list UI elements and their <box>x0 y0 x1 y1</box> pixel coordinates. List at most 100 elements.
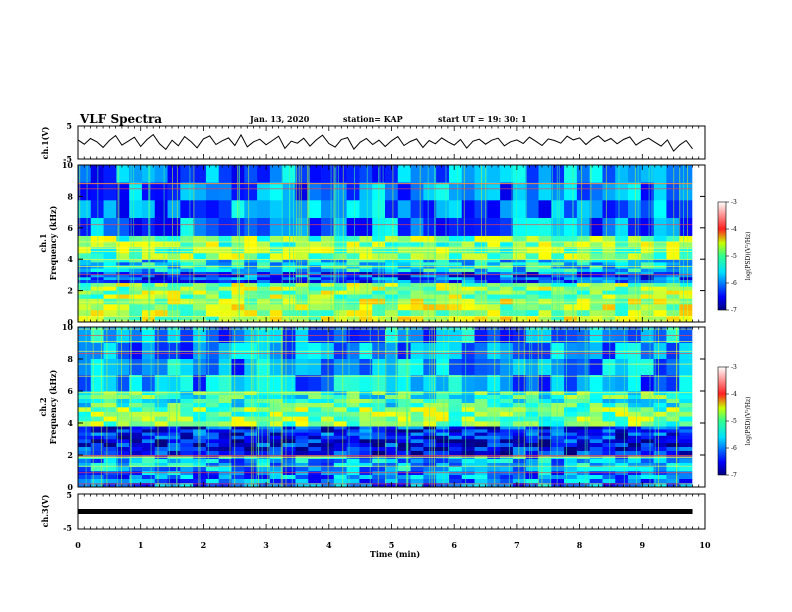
spectrogram-cell <box>385 262 399 266</box>
spectrogram-cell <box>461 416 475 422</box>
spectrogram-cell <box>308 286 322 291</box>
spectrogram-cell <box>269 451 283 456</box>
spectrogram-cell <box>167 429 181 433</box>
spectrogram-cell <box>461 253 475 260</box>
spectrogram-cell <box>397 200 411 219</box>
spectrogram-cell <box>500 217 514 236</box>
spectrogram-cell <box>410 310 424 317</box>
spectrogram-cell <box>653 182 667 201</box>
spectrogram-cell <box>512 268 527 273</box>
spectrogram-cell <box>167 439 181 444</box>
spectrogram-cell <box>359 280 373 284</box>
spectrogram-cell <box>167 471 181 476</box>
spectrogram-cell <box>551 375 565 392</box>
spectrogram-cell <box>436 235 450 242</box>
spectrogram-cell <box>269 467 283 472</box>
spectrogram-cell <box>231 403 245 408</box>
spectrogram-cell <box>461 182 475 201</box>
spectrogram-cell <box>487 235 501 242</box>
spectrogram-cell <box>576 294 590 299</box>
spectrogram-cell <box>321 286 335 291</box>
spectrogram-cell <box>397 290 411 295</box>
spectrogram-cell <box>474 463 488 468</box>
spectrogram-cell <box>257 399 271 404</box>
spectrogram-cell <box>538 268 552 273</box>
spectrogram-cell <box>244 310 258 317</box>
spectrogram-cell <box>308 277 322 281</box>
spectrogram-cell <box>474 391 488 396</box>
spectrogram-cell <box>666 359 680 376</box>
spectrogram-cell <box>205 316 220 323</box>
spectrogram-cell <box>333 282 347 287</box>
spectrogram-cell <box>397 467 411 472</box>
spectrogram-cell <box>103 280 117 284</box>
spectrogram-cell <box>333 421 347 427</box>
spectrogram-cell <box>666 471 680 476</box>
spectrogram-cell <box>103 411 117 417</box>
spectrogram-cell <box>218 262 232 266</box>
spectrogram-cell <box>90 475 104 480</box>
spectrogram-cell <box>295 443 309 448</box>
spectrogram-cell <box>154 432 168 437</box>
spectrogram-cell <box>154 411 168 417</box>
spectrogram-cell <box>129 280 143 284</box>
ch2-spectrogram-image <box>78 327 693 488</box>
spectrogram-cell <box>141 395 156 400</box>
spectrogram-cell <box>564 290 578 295</box>
spectrogram-cell <box>589 290 603 295</box>
spectrogram-cell <box>244 265 258 269</box>
spectrogram-cell <box>333 359 347 376</box>
spectrogram-cell <box>359 439 373 444</box>
spectrogram-cell <box>397 280 411 284</box>
spectrogram-cell <box>269 298 283 305</box>
spectrogram-cell <box>461 429 475 433</box>
spectrogram-cell <box>487 304 501 311</box>
sferic-streak <box>199 327 201 487</box>
spectrogram-cell <box>78 282 92 287</box>
spectrogram-cell <box>346 407 360 413</box>
spectrogram-cell <box>589 265 603 269</box>
spectrogram-cell <box>167 432 181 437</box>
spectrogram-cell <box>333 459 347 464</box>
spectrogram-cell <box>116 277 130 281</box>
spectrogram-cell <box>653 277 667 281</box>
ch1-spectrogram-ylabel-frequency: Frequency (kHz) <box>48 205 58 280</box>
spectrogram-cell <box>436 268 450 273</box>
spectrogram-cell <box>295 411 309 417</box>
spectrogram-cell <box>231 416 245 422</box>
spectrogram-cell <box>205 432 220 437</box>
spectrogram-cell <box>423 277 437 281</box>
spectrogram-cell <box>333 235 347 242</box>
spectrogram-cell <box>448 399 463 404</box>
spectrogram-cell <box>512 429 527 433</box>
spectrogram-cell <box>436 439 450 444</box>
ch2-colorbar: -7-6-5-4-3 log(PSD)(V²/Hz) <box>717 364 752 479</box>
spectrogram-cell <box>78 217 92 236</box>
spectrogram-cell <box>116 411 130 417</box>
spectrogram-cell <box>653 391 667 396</box>
spectrogram-cell <box>538 182 552 201</box>
ch2-colorbar-ticks: -7-6-5-4-3 <box>726 364 737 479</box>
spectrogram-cell <box>193 316 207 323</box>
sferic-streak <box>308 165 310 322</box>
spectrogram-cell <box>141 421 156 427</box>
spectrogram-cell <box>679 262 693 266</box>
sferic-streak <box>100 327 102 487</box>
spectrogram-cell <box>257 290 271 295</box>
spectrogram-cell <box>666 262 680 266</box>
spectrogram-cell <box>564 391 578 396</box>
spectrogram-cell <box>321 165 335 183</box>
spectrogram-cell <box>679 277 693 281</box>
spectrogram-cell <box>461 294 475 299</box>
spectrogram-cell <box>666 217 680 236</box>
spectrogram-cell <box>295 316 309 323</box>
spectrogram-cell <box>346 416 360 422</box>
spectrogram-cell <box>321 443 335 448</box>
spectrogram-cell <box>116 235 130 242</box>
spectrogram-cell <box>308 165 322 183</box>
spectrogram-cell <box>116 310 130 317</box>
spectrogram-cell <box>282 471 296 476</box>
spectrogram-cell <box>205 375 220 392</box>
